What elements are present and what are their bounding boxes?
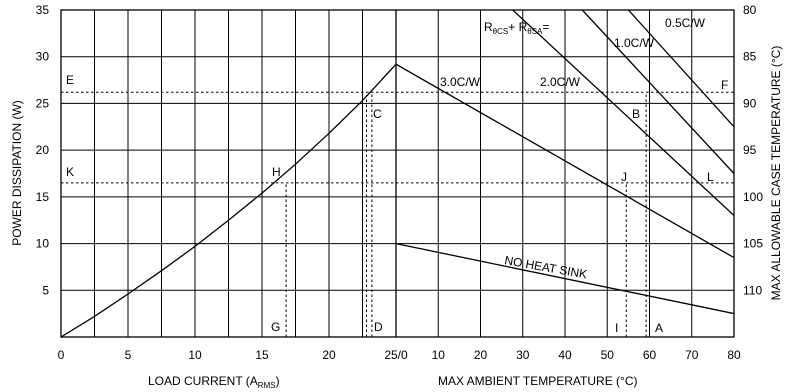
- point-label-g: G: [271, 320, 280, 334]
- label-1-0cw: 1.0C/W: [614, 36, 655, 50]
- series-3-0cw: [396, 63, 734, 259]
- x-tick-right: 70: [685, 348, 699, 362]
- y-tick-right: 105: [743, 237, 763, 251]
- x-axis-title-left-end: ): [276, 374, 280, 388]
- tick-labels: 0 5 10 15 20 25/0 10 20 30 40 50 60 70 80 5 10 15 20 25 30 3…: [36, 3, 764, 362]
- y-tick-left: 10: [36, 237, 50, 251]
- legend-title-eq: =: [542, 20, 549, 34]
- label-0-5cw: 0.5C/W: [665, 16, 706, 30]
- y-tick-left: 25: [36, 96, 50, 110]
- x-tick-right: 20: [474, 348, 488, 362]
- series-0-5cw: [627, 10, 734, 128]
- point-label-f: F: [721, 78, 728, 92]
- x-axis-title-left-main: LOAD CURRENT (A: [148, 374, 258, 388]
- label-2-0cw: 2.0C/W: [540, 75, 581, 89]
- grid: [61, 10, 734, 337]
- point-label-e: E: [66, 73, 74, 87]
- y-tick-left: 35: [36, 3, 50, 17]
- series-power-vs-current: [60, 63, 397, 338]
- point-label-k: K: [66, 165, 74, 179]
- legend-title-plus: + R: [508, 20, 527, 34]
- x-tick-shared: 25/0: [384, 348, 408, 362]
- point-label-b: B: [632, 107, 640, 121]
- x-tick-right: 10: [432, 348, 446, 362]
- point-label-j: J: [621, 170, 627, 184]
- y-tick-right: 95: [743, 143, 757, 157]
- y-axis-title: POWER DISSIPATION (W): [10, 100, 24, 246]
- legend-title-r1: R: [484, 20, 493, 34]
- y-tick-left: 30: [36, 50, 50, 64]
- dotted-guides: [61, 91, 734, 337]
- point-label-h: H: [272, 165, 281, 179]
- point-label-d: D: [374, 320, 383, 334]
- x-axis-title-left: LOAD CURRENT (ARMS): [148, 374, 280, 390]
- legend-title-sub1: θCS: [493, 27, 509, 36]
- plot-frame: [60, 9, 735, 338]
- x-tick-right: 50: [601, 348, 615, 362]
- x-tick-right: 30: [516, 348, 530, 362]
- y-tick-right: 85: [743, 50, 757, 64]
- series-2-0cw: [511, 10, 734, 216]
- x-axis-title-right: MAX AMBIENT TEMPERATURE (°C): [438, 374, 638, 388]
- label-3-0cw: 3.0C/W: [440, 75, 481, 89]
- point-label-c: C: [373, 107, 382, 121]
- y-tick-right: 100: [743, 190, 763, 204]
- curves: [60, 10, 734, 338]
- legend-title: RθCS+ RθSA=: [484, 20, 549, 36]
- series-no-heat-sink: [396, 242, 734, 315]
- x-tick-left: 0: [58, 348, 65, 362]
- point-label-l: L: [707, 170, 714, 184]
- x-tick-left: 10: [188, 348, 202, 362]
- point-label-i: I: [615, 321, 618, 335]
- x-tick-right: 60: [643, 348, 657, 362]
- legend-title-sub2: θSA: [527, 27, 543, 36]
- point-label-a: A: [655, 321, 663, 335]
- y-tick-left: 20: [36, 143, 50, 157]
- x-tick-left: 20: [322, 348, 336, 362]
- x-tick-left: 15: [255, 348, 269, 362]
- x-tick-left: 5: [125, 348, 132, 362]
- y-tick-left: 5: [42, 283, 49, 297]
- y-tick-right: 90: [743, 96, 757, 110]
- y2-axis-title: MAX ALLOWABLE CASE TEMPERATURE (°C): [769, 46, 783, 301]
- x-axis-title-left-sub: RMS: [258, 381, 276, 390]
- y-tick-right: 110: [743, 283, 762, 297]
- y-tick-right: 80: [743, 3, 757, 17]
- x-tick-right: 40: [558, 348, 572, 362]
- x-tick-right: 80: [727, 348, 741, 362]
- y-tick-left: 15: [36, 190, 50, 204]
